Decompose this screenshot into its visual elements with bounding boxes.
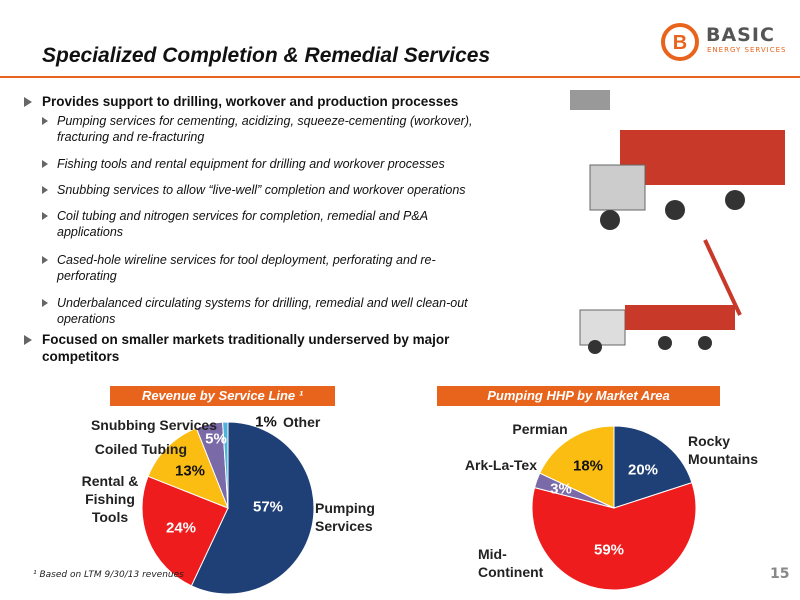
pie-slice: [539, 425, 615, 509]
value-label: 20%: [627, 461, 659, 479]
value-label: 18%: [572, 457, 604, 475]
value-label: 5%: [205, 430, 227, 448]
slice-label: Coiled Tubing: [94, 441, 187, 457]
slice-label: Rental & Fishing Tools: [81, 473, 139, 525]
pie-slice: [141, 475, 229, 587]
slice-label: Other: [283, 414, 321, 430]
value-label: 3%: [550, 480, 572, 498]
slice-label: Permian: [512, 421, 568, 437]
chart-title: Revenue by Service Line ¹: [110, 386, 335, 406]
slice-label: Snubbing Services: [90, 417, 217, 433]
sub-bullet: Cased-hole wireline services for tool de…: [57, 253, 436, 283]
pie-slice: [531, 482, 697, 591]
pie-slice: [147, 427, 229, 509]
footnote: ¹ Based on LTM 9/30/13 revenues: [33, 570, 184, 580]
page-number: 15: [770, 566, 790, 582]
sub-bullet: Pumping services for cementing, acidizin…: [57, 114, 473, 144]
value-label: 1%: [255, 413, 277, 431]
slice-label: Pumping Services: [315, 500, 375, 534]
svg-text:B: B: [673, 32, 687, 54]
value-label: 13%: [174, 462, 206, 480]
equipment-illustrations: [570, 90, 785, 354]
slice-label: Mid-Continent: [478, 546, 544, 580]
value-label: 24%: [165, 519, 197, 537]
pie-slice: [190, 421, 315, 595]
sub-bullet: Snubbing services to allow “live-well” c…: [57, 183, 466, 197]
pie-slice: [222, 421, 229, 509]
slice-label: Rocky Mountains: [688, 433, 758, 467]
slide-title: Specialized Completion & Remedial Servic…: [42, 44, 491, 67]
value-label: 57%: [252, 498, 284, 516]
title-rule: [0, 76, 800, 78]
chart-title: Pumping HHP by Market Area: [437, 386, 720, 406]
pie-slice: [613, 425, 693, 509]
sub-bullet: Underbalanced circulating systems for dr…: [57, 296, 468, 326]
logo-mark: B: [661, 23, 699, 61]
value-label: 59%: [593, 541, 625, 559]
logo-name: BASIC: [706, 24, 775, 46]
sub-bullet: Fishing tools and rental equipment for d…: [57, 157, 445, 171]
sub-bullet: Coil tubing and nitrogen services for co…: [57, 209, 428, 239]
bullet: Provides support to drilling, workover a…: [42, 94, 459, 109]
bullet: Focused on smaller markets traditionally…: [42, 332, 450, 364]
logo-tagline: ENERGY SERVICES: [707, 46, 787, 54]
slice-label: Ark-La-Tex: [464, 457, 537, 473]
